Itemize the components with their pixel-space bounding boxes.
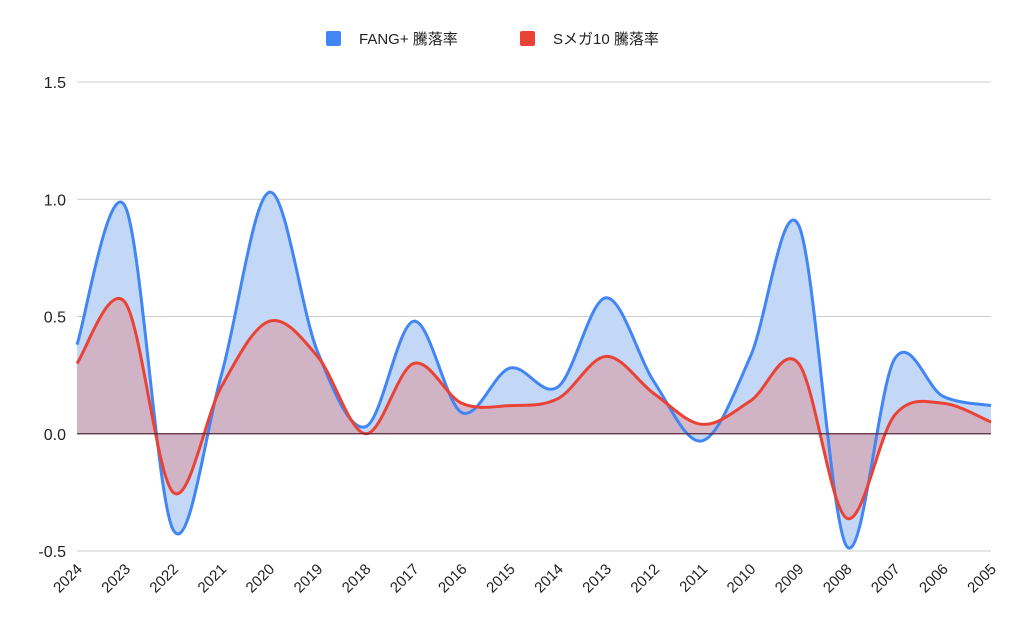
x-tick-label: 2010 bbox=[724, 561, 760, 597]
x-tick-label: 2006 bbox=[916, 561, 952, 597]
x-tick-label: 2011 bbox=[676, 561, 711, 596]
x-tick-label: 2021 bbox=[195, 561, 231, 597]
series-lines bbox=[75, 190, 992, 550]
y-tick-label: 0.0 bbox=[44, 427, 66, 444]
x-tick-label: 2016 bbox=[435, 561, 471, 597]
legend-swatch-smega bbox=[520, 31, 535, 46]
legend-item-fang[interactable]: FANG+ 騰落率 bbox=[326, 30, 458, 48]
area-smega bbox=[77, 298, 991, 519]
x-tick-label: 2007 bbox=[868, 561, 904, 597]
x-tick-label: 2009 bbox=[772, 561, 808, 597]
y-tick-label: 1.5 bbox=[44, 75, 66, 92]
legend[interactable]: FANG+ 騰落率 Sメガ10 騰落率 bbox=[326, 30, 659, 48]
y-axis-ticks: 1.5 1.0 0.5 0.0 -0.5 bbox=[38, 75, 66, 561]
x-tick-label: 2019 bbox=[291, 561, 327, 597]
x-tick-label: 2022 bbox=[146, 561, 182, 597]
legend-item-smega[interactable]: Sメガ10 騰落率 bbox=[520, 30, 659, 48]
x-tick-label: 2023 bbox=[98, 561, 134, 597]
x-tick-label: 2005 bbox=[964, 561, 1000, 597]
legend-label-smega: Sメガ10 騰落率 bbox=[553, 30, 659, 48]
x-axis-ticks: 2024 2023 2022 2021 2020 2019 2018 2017 2016 2015… bbox=[50, 561, 1000, 597]
x-tick-label: 2008 bbox=[820, 561, 856, 597]
x-tick-label: 2015 bbox=[483, 561, 519, 597]
x-tick-label: 2018 bbox=[339, 561, 375, 597]
x-tick-label: 2024 bbox=[50, 561, 86, 597]
y-tick-label: 0.5 bbox=[44, 310, 66, 327]
y-tick-label: -0.5 bbox=[38, 544, 66, 561]
x-tick-label: 2014 bbox=[531, 561, 567, 597]
legend-label-fang: FANG+ 騰落率 bbox=[359, 30, 458, 48]
series-areas bbox=[77, 192, 991, 549]
x-tick-label: 2013 bbox=[579, 561, 615, 597]
y-tick-label: 1.0 bbox=[44, 192, 66, 209]
legend-swatch-fang bbox=[326, 31, 341, 46]
x-tick-label: 2012 bbox=[627, 561, 663, 597]
line-smega bbox=[75, 297, 992, 520]
x-tick-label: 2020 bbox=[243, 561, 279, 597]
x-tick-label: 2017 bbox=[387, 561, 423, 597]
